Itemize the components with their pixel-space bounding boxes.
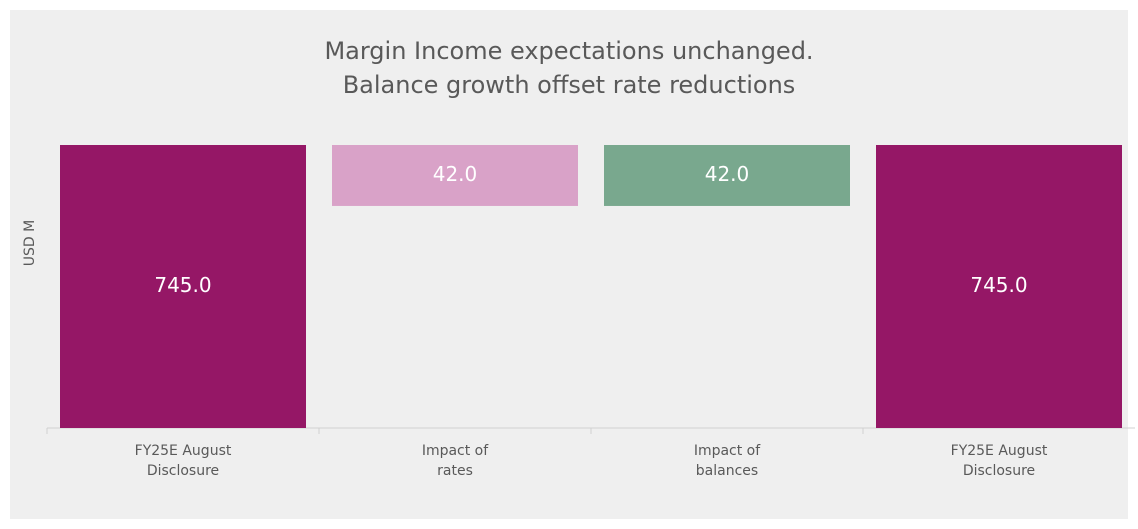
x-tick-label: Impact of balances	[693, 443, 761, 479]
x-tick-label: FY25E August Disclosure	[950, 443, 1048, 479]
bar	[604, 145, 850, 206]
data-label: 42.0	[433, 162, 478, 186]
bar	[332, 145, 578, 206]
bar	[60, 145, 306, 428]
data-label: 745.0	[970, 273, 1027, 297]
data-label: 745.0	[154, 273, 211, 297]
data-label: 42.0	[705, 162, 750, 186]
chart-title: Margin Income expectations unchanged. Ba…	[324, 37, 814, 99]
bar	[876, 145, 1122, 428]
x-tick-label: Impact of rates	[421, 443, 489, 479]
x-tick-label: FY25E August Disclosure	[134, 443, 232, 479]
